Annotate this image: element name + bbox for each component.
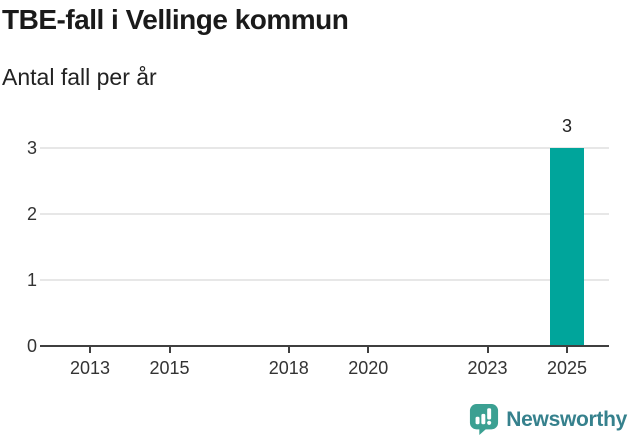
y-axis-tick-label: 2 — [26, 204, 37, 224]
y-axis-tick-label: 3 — [26, 138, 37, 158]
x-axis-tick-mark — [486, 347, 489, 353]
x-axis-tick-mark — [367, 347, 370, 353]
bar-value-label: 3 — [561, 116, 572, 136]
x-axis-line — [40, 345, 609, 347]
x-axis-tick-label: 2023 — [467, 358, 508, 378]
y-gridline-2 — [40, 213, 609, 215]
x-axis-tick-label: 2025 — [546, 358, 588, 378]
x-axis-tick-mark — [287, 347, 290, 353]
y-gridline-3 — [40, 147, 609, 149]
x-axis-tick-label: 2020 — [348, 358, 389, 378]
chart-subtitle: Antal fall per år — [2, 64, 157, 90]
x-axis-tick-label: 2013 — [69, 358, 111, 378]
x-axis-tick-mark — [566, 347, 568, 353]
x-axis-tick-mark — [89, 347, 91, 353]
y-axis-tick-label: 1 — [26, 270, 37, 290]
x-axis-tick-label: 2015 — [149, 358, 190, 378]
x-axis-tick-label: 2018 — [268, 358, 309, 378]
newsworthy-bubble-chart-icon — [469, 403, 499, 436]
y-gridline-1 — [40, 279, 609, 281]
brand-name: Newsworthy — [506, 407, 627, 431]
x-axis-tick-mark — [168, 347, 171, 353]
bar-2025 — [550, 148, 584, 347]
chart-title: TBE-fall i Vellinge kommun — [2, 4, 349, 35]
y-axis-tick-label: 0 — [26, 336, 37, 356]
brand-logo: Newsworthy — [469, 403, 627, 436]
